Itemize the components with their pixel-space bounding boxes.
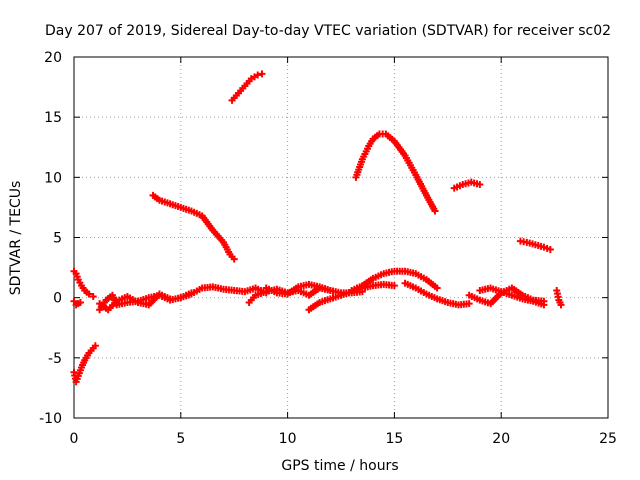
data-point [557,301,565,309]
x-tick-label: 25 [599,431,617,447]
data-series-arc-12 [348,267,441,294]
data-series-arc-13 [401,279,473,309]
data-series-arc-7 [149,191,238,263]
data-point [254,71,262,79]
y-tick-label: 20 [44,50,62,66]
x-tick-label: 20 [492,431,510,447]
y-tick-label: 0 [53,291,62,307]
axes [73,56,609,419]
x-tick-label: 10 [279,431,297,447]
data-point [390,282,398,290]
data-point [258,70,266,78]
data-point [166,295,174,303]
y-tick-label: -10 [39,411,62,427]
chart-title: Day 207 of 2019, Sidereal Day-to-day VTE… [45,23,611,39]
data-series-arc-1 [70,267,97,300]
data-point [230,255,238,263]
data-series-arc-14 [352,130,439,215]
data-point [476,181,484,189]
data-point [431,207,439,215]
data-series-arc-8 [228,70,266,104]
x-tick-label: 5 [176,431,185,447]
data-point [70,297,78,305]
x-axis-label: GPS time / hours [281,458,398,474]
y-tick-label: 10 [44,170,62,186]
data-point [91,342,99,350]
data-point [465,300,473,308]
y-tick-label: -5 [48,351,62,367]
data-points [70,70,565,386]
data-series-arc-15 [450,178,484,192]
data-series-arc-18 [516,237,554,254]
data-series-arc-17 [476,284,548,309]
x-tick-label: 0 [70,431,79,447]
y-axis-label: SDTVAR / TECUs [8,181,24,296]
data-series-arc-2 [70,297,84,309]
data-series-arc-5 [96,290,174,314]
grid [74,57,608,418]
y-tick-label: 5 [53,231,62,247]
data-point [546,246,554,254]
data-point [540,301,548,309]
y-tick-label: 15 [44,110,62,126]
data-series-arc-19 [553,286,565,309]
x-tick-label: 15 [385,431,403,447]
data-point [85,290,93,298]
data-point [433,284,441,292]
data-series-arc-3 [70,342,99,386]
data-point [89,292,97,300]
data-point [76,298,84,306]
tick-labels: 0 5 10 15 20 25 -10 -5 0 5 10 15 20 [39,50,617,447]
